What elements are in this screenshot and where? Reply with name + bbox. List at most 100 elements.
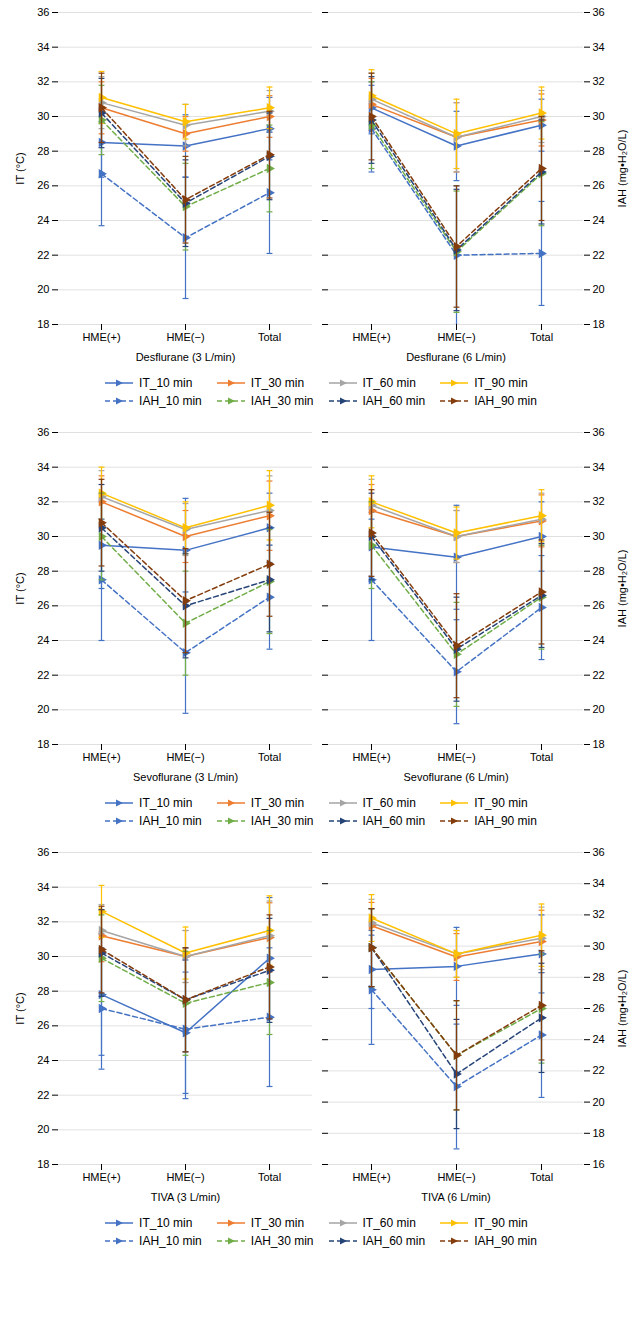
svg-text:30: 30 [593,530,605,542]
html-text:IAH_60 min: IAH_60 min [362,394,426,408]
svg-text:36: 36 [37,6,49,18]
svg-text:Total: Total [530,1171,553,1183]
svg-text:HME(−): HME(−) [166,1171,204,1183]
svg-text:24: 24 [37,1054,49,1066]
svg-text:18: 18 [593,738,605,750]
svg-text:32: 32 [593,908,605,920]
svg-text:18: 18 [593,318,605,330]
svg-text:20: 20 [593,703,605,715]
svg-text:IAH (mg•H₂O/L): IAH (mg•H₂O/L) [616,970,628,1048]
svg-text:20: 20 [37,703,49,715]
svg-text:HME(−): HME(−) [166,751,204,763]
svg-text:26: 26 [37,179,49,191]
svg-text:34: 34 [37,881,49,893]
svg-text:24: 24 [593,214,605,226]
svg-text:30: 30 [37,530,49,542]
svg-text:HME(+): HME(+) [82,1171,120,1183]
svg-text:Desflurane (3 L/min): Desflurane (3 L/min) [136,351,236,363]
html-text:IT_30 min: IT_30 min [250,376,305,390]
svg-text:TIVA (6 L/min): TIVA (6 L/min) [421,1191,490,1203]
svg-text:Sevoflurane (3 L/min): Sevoflurane (3 L/min) [133,771,238,783]
svg-text:Total: Total [258,751,281,763]
svg-text:28: 28 [593,565,605,577]
html-text:IT_10 min: IT_10 min [139,796,193,810]
svg-text:22: 22 [593,249,605,261]
svg-text:16: 16 [593,1158,605,1170]
svg-text:30: 30 [37,950,49,962]
svg-text:IT (°C): IT (°C) [14,152,26,184]
svg-text:28: 28 [37,985,49,997]
svg-text:32: 32 [37,915,49,927]
html-text:IT_90 min: IT_90 min [474,376,528,390]
svg-text:36: 36 [593,846,605,858]
svg-text:34: 34 [593,41,605,53]
svg-text:HME(−): HME(−) [437,751,475,763]
svg-text:HME(+): HME(+) [82,751,120,763]
svg-text:32: 32 [37,75,49,87]
svg-text:36: 36 [593,426,605,438]
svg-text:IT (°C): IT (°C) [14,992,26,1024]
svg-text:TIVA (3 L/min): TIVA (3 L/min) [151,1191,220,1203]
svg-text:20: 20 [37,1123,49,1135]
svg-text:28: 28 [37,565,49,577]
svg-text:26: 26 [593,1002,605,1014]
svg-text:34: 34 [593,877,605,889]
svg-text:Total: Total [258,1171,281,1183]
svg-text:HME(+): HME(+) [352,331,390,343]
svg-text:36: 36 [37,426,49,438]
svg-text:30: 30 [593,940,605,952]
html-text:IAH_90 min: IAH_90 min [474,394,537,408]
svg-text:22: 22 [37,669,49,681]
svg-text:26: 26 [593,599,605,611]
svg-text:HME(−): HME(−) [437,1171,475,1183]
svg-text:24: 24 [593,634,605,646]
svg-text:32: 32 [593,495,605,507]
svg-text:20: 20 [37,283,49,295]
svg-text:HME(−): HME(−) [437,331,475,343]
svg-text:Total: Total [530,331,553,343]
svg-text:18: 18 [37,1158,49,1170]
html-text:IAH_30 min: IAH_30 min [250,394,314,408]
svg-text:24: 24 [37,634,49,646]
svg-text:IAH (mg•H₂O/L): IAH (mg•H₂O/L) [616,130,628,208]
svg-text:28: 28 [37,145,49,157]
svg-text:34: 34 [37,41,49,53]
svg-text:Desflurane (6 L/min): Desflurane (6 L/min) [406,351,506,363]
svg-text:18: 18 [593,1127,605,1139]
svg-text:Sevoflurane (6 L/min): Sevoflurane (6 L/min) [403,771,508,783]
svg-text:IT (°C): IT (°C) [14,572,26,604]
svg-text:36: 36 [593,6,605,18]
svg-text:34: 34 [37,461,49,473]
svg-text:18: 18 [37,318,49,330]
svg-text:18: 18 [37,738,49,750]
svg-text:32: 32 [593,75,605,87]
svg-text:IAH (mg•H₂O/L): IAH (mg•H₂O/L) [616,550,628,628]
svg-text:22: 22 [593,669,605,681]
svg-text:Total: Total [530,751,553,763]
svg-text:24: 24 [593,1033,605,1045]
svg-text:Total: Total [258,331,281,343]
svg-text:26: 26 [37,599,49,611]
svg-text:20: 20 [593,283,605,295]
html-text:IT_60 min: IT_60 min [362,376,416,390]
svg-text:20: 20 [593,1096,605,1108]
svg-text:30: 30 [593,110,605,122]
svg-text:22: 22 [593,1064,605,1076]
svg-text:HME(−): HME(−) [166,331,204,343]
svg-text:36: 36 [37,846,49,858]
svg-text:28: 28 [593,145,605,157]
svg-text:32: 32 [37,495,49,507]
svg-text:26: 26 [37,1019,49,1031]
svg-text:24: 24 [37,214,49,226]
svg-text:34: 34 [593,461,605,473]
svg-text:28: 28 [593,971,605,983]
svg-text:22: 22 [37,249,49,261]
html-text:IT_10 min: IT_10 min [139,376,193,390]
svg-text:HME(+): HME(+) [352,1171,390,1183]
svg-text:HME(+): HME(+) [352,751,390,763]
svg-text:26: 26 [593,179,605,191]
svg-text:HME(+): HME(+) [82,331,120,343]
svg-text:30: 30 [37,110,49,122]
svg-text:22: 22 [37,1089,49,1101]
html-text:IAH_10 min: IAH_10 min [139,394,202,408]
